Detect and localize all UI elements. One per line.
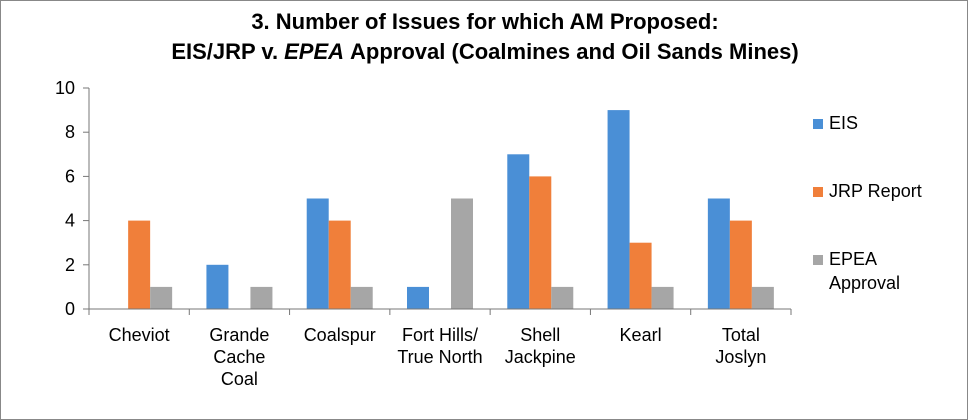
title-part: Approval (Coalmines and Oil Sands Mines) (350, 39, 799, 64)
legend-item: EIS (813, 111, 931, 179)
legend-item: JRP Report (813, 179, 931, 247)
legend: EIS JRP Report EPEA Approval (813, 111, 931, 315)
x-tick-label: Grande Cache Coal (209, 325, 269, 389)
x-tick-label-line: Jackpine (505, 347, 576, 367)
x-tick-label: Total Joslyn (715, 325, 766, 367)
y-tick-label: 10 (55, 78, 75, 98)
bar (128, 220, 151, 309)
bar (507, 154, 530, 309)
bar (350, 286, 373, 309)
x-tick-label-line: Cache (213, 347, 265, 367)
legend-label: EIS (829, 113, 859, 133)
bar (607, 110, 630, 309)
chart-title: 3. Number of Issues for which AM Propose… (251, 9, 718, 34)
y-tick-label: 8 (65, 122, 75, 142)
y-tick-label: 4 (65, 211, 75, 231)
bar (206, 264, 229, 309)
legend-swatch (813, 119, 823, 129)
bar (707, 198, 730, 309)
x-tick-label: Shell Jackpine (505, 325, 576, 367)
x-tick-label: Coalspur (304, 325, 376, 345)
bar (150, 286, 173, 309)
legend-swatch (813, 187, 823, 197)
x-tick-label-line: Kearl (620, 325, 662, 345)
x-tick-label: Fort Hills/True North (397, 325, 482, 367)
chart-title: EIS/JRP v. EPEA Approval (Coalmines and Oi… (171, 39, 798, 64)
legend-item: EPEA Approval (813, 247, 931, 315)
legend-label: JRP Report (829, 181, 922, 201)
bar (407, 286, 429, 309)
x-tick-label-line: True North (397, 347, 482, 367)
title-part: EIS/JRP v. (171, 39, 278, 64)
y-tick-label: 6 (65, 166, 75, 186)
x-tick-label-line: Total (722, 325, 760, 345)
x-tick-label: Cheviot (109, 325, 170, 345)
x-tick-label-line: Grande (209, 325, 269, 345)
bar (328, 220, 351, 309)
y-tick-label: 0 (65, 299, 75, 319)
bar (250, 286, 273, 309)
x-tick-label-line: Fort Hills/ (402, 325, 478, 345)
title-line: 3. Number of Issues for which AM Propose… (251, 9, 718, 34)
bar (551, 286, 574, 309)
y-tick-label: 2 (65, 255, 75, 275)
bar (451, 198, 473, 309)
legend-swatch (813, 255, 823, 265)
x-tick-label-line: Shell (520, 325, 560, 345)
bar (751, 286, 774, 309)
bar (729, 220, 752, 309)
bar (629, 242, 652, 309)
bar (529, 176, 552, 309)
title-part: EPEA (284, 39, 344, 64)
x-tick-label-line: Cheviot (109, 325, 170, 345)
bar (306, 198, 329, 309)
legend-label: EPEA Approval (829, 249, 901, 293)
x-tick-label-line: Coal (221, 369, 258, 389)
x-tick-label-line: Joslyn (715, 347, 766, 367)
x-tick-label: Kearl (620, 325, 662, 345)
x-tick-label-line: Coalspur (304, 325, 376, 345)
bar (651, 286, 674, 309)
